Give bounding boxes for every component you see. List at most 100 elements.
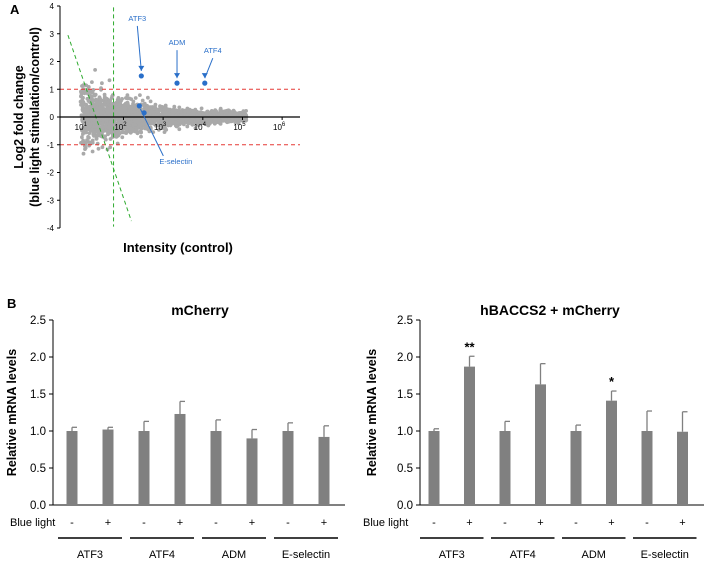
scatter-point [120, 135, 125, 140]
scatter-point [125, 93, 130, 97]
bar [499, 431, 511, 505]
scatter-point [156, 119, 160, 124]
scatter-point [138, 93, 142, 97]
scatter-point [90, 80, 94, 84]
scatter-point [96, 146, 101, 151]
scatter-point [185, 124, 190, 129]
bar [174, 413, 186, 505]
scatter-point [81, 151, 86, 156]
scatter-point [244, 118, 248, 123]
bar-chart-y-tick-label: 1.5 [397, 389, 413, 401]
scatter-point [151, 118, 156, 123]
scatter-point [211, 111, 216, 115]
scatter-point [89, 112, 94, 117]
scatter-point [130, 129, 135, 134]
scatter-x-tick-exponent: 4 [203, 122, 207, 128]
scatter-point [172, 109, 177, 113]
gene-label: ATF3 [439, 549, 465, 561]
scatter-point [139, 130, 143, 135]
scatter-point [106, 113, 111, 118]
scatter-point [88, 128, 93, 133]
highlight-arrowhead [138, 65, 145, 71]
scatter-x-tick-label: 104 [194, 122, 207, 132]
scatter-point [90, 149, 95, 154]
scatter-point [131, 102, 135, 106]
scatter-point [134, 126, 139, 131]
scatter-x-tick-exponent: 2 [123, 122, 127, 128]
gene-label: ATF3 [77, 549, 103, 561]
scatter-point [132, 109, 137, 114]
scatter-point [146, 95, 150, 100]
scatter-point [116, 124, 121, 129]
scatter-point [190, 122, 194, 126]
scatter-point [132, 119, 137, 124]
scatter-point [163, 106, 168, 111]
scatter-point [199, 120, 204, 124]
condition-sign: + [679, 517, 685, 529]
scatter-point [174, 117, 178, 121]
scatter-x-tick-exponent: 1 [84, 122, 88, 128]
panel-b: B mCherry Relative mRNA levels 0.0 0.5 1.0 1.… [5, 296, 704, 561]
scatter-point [116, 107, 121, 111]
scatter-point [103, 124, 108, 129]
scatter-x-tick-base: 10 [75, 123, 84, 132]
scatter-point [169, 120, 174, 125]
highlight-arrowhead [174, 73, 181, 79]
scatter-point [92, 120, 96, 125]
bar [282, 431, 294, 505]
scatter-point [92, 134, 96, 138]
scatter-point [182, 122, 186, 127]
scatter-point [159, 120, 164, 125]
condition-label: Blue light [363, 517, 408, 529]
scatter-point [125, 96, 130, 101]
scatter-point [139, 126, 144, 131]
bar-chart-y-tick-label: 0.5 [30, 463, 46, 475]
gene-label: ADM [582, 549, 606, 561]
scatter-y-label-line2: (blue light stimulation/control) [28, 27, 42, 207]
scatter-y-tick-label: 3 [50, 30, 55, 39]
scatter-point [98, 96, 102, 101]
scatter-point [86, 106, 91, 110]
bar [535, 384, 546, 505]
scatter-point [199, 106, 204, 111]
bar [677, 431, 688, 505]
scatter-point [217, 118, 221, 122]
scatter-point [95, 128, 100, 133]
scatter-point [109, 112, 114, 117]
scatter-point [103, 100, 108, 104]
condition-sign: - [503, 517, 507, 529]
scatter-point [173, 113, 178, 118]
bar-chart-y-tick-label: 1.0 [397, 426, 413, 438]
scatter-point [184, 120, 189, 125]
scatter-point [225, 111, 229, 115]
scatter-point [100, 103, 105, 107]
scatter-point [94, 99, 98, 104]
scatter-point [125, 124, 130, 129]
condition-sign: + [537, 517, 543, 529]
scatter-point [152, 105, 156, 110]
scatter-point [118, 112, 122, 116]
scatter-point [82, 129, 86, 134]
scatter-point [80, 135, 84, 140]
scatter-point [166, 107, 171, 112]
scatter-point [124, 131, 129, 136]
scatter-point [94, 136, 99, 141]
highlight-label-adm: ADM [169, 38, 186, 47]
scatter-point [107, 107, 111, 112]
scatter-point [83, 147, 87, 152]
scatter-x-tick-base: 10 [233, 123, 242, 132]
condition-sign: + [466, 517, 472, 529]
scatter-point [99, 87, 103, 92]
condition-sign: + [177, 517, 183, 529]
scatter-point [93, 92, 98, 97]
condition-sign: - [70, 517, 74, 529]
scatter-point [189, 118, 194, 123]
bar-chart-y-tick-label: 2.5 [30, 315, 46, 327]
scatter-point [120, 97, 124, 101]
scatter-point [113, 111, 118, 115]
scatter-point [81, 100, 86, 104]
highlight-arrowhead [201, 73, 208, 79]
scatter-x-tick-exponent: 6 [282, 122, 286, 128]
trend-guide-line [67, 34, 132, 222]
